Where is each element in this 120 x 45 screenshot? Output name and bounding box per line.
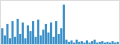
bar	[22, 23, 24, 45]
bar	[35, 37, 37, 44]
chart-svg	[0, 0, 120, 45]
bar	[45, 24, 47, 44]
bar	[99, 42, 101, 44]
bars	[1, 5, 119, 44]
bar	[114, 43, 116, 44]
bar	[52, 37, 54, 44]
bar	[94, 40, 96, 44]
bar	[14, 37, 16, 44]
chart-container	[0, 0, 120, 45]
bar	[6, 24, 8, 44]
bar	[109, 43, 111, 44]
bar	[50, 23, 52, 45]
bar	[19, 34, 21, 44]
bar	[117, 42, 119, 44]
bar	[76, 40, 78, 44]
bar	[81, 41, 83, 44]
bar	[106, 42, 108, 44]
bar	[1, 28, 3, 44]
bar	[42, 30, 44, 44]
bar	[86, 40, 88, 44]
bar	[73, 43, 75, 44]
bar	[60, 28, 62, 44]
bar	[111, 41, 113, 44]
bar	[24, 38, 26, 44]
bar	[9, 38, 11, 44]
bar	[58, 34, 60, 44]
bar	[88, 43, 90, 44]
bar	[63, 5, 65, 44]
plot-frame	[1, 1, 120, 45]
bar	[17, 19, 19, 44]
bar	[40, 35, 42, 44]
bar	[47, 33, 49, 44]
bar	[104, 43, 106, 44]
bar	[29, 31, 31, 44]
bar	[4, 35, 6, 44]
bar	[11, 21, 13, 44]
bar	[65, 40, 67, 44]
bar	[68, 42, 70, 44]
bar	[101, 41, 103, 44]
bar	[37, 20, 39, 44]
bar	[32, 21, 34, 44]
bar	[91, 41, 93, 44]
bar	[96, 43, 98, 44]
bar	[78, 42, 80, 44]
bar	[83, 43, 85, 44]
bar	[55, 21, 57, 44]
bar	[70, 40, 72, 44]
bar	[27, 25, 29, 44]
